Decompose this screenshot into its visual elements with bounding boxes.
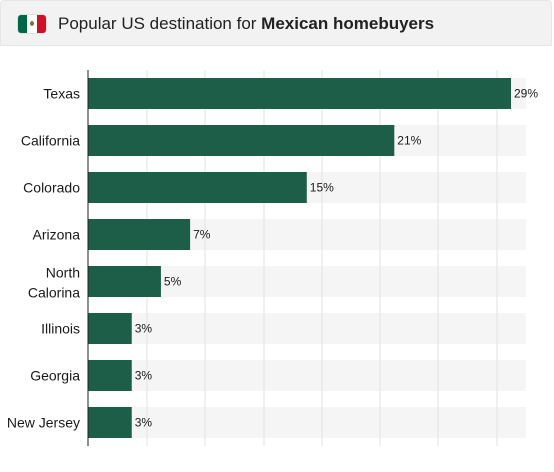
category-label-1: California (21, 133, 80, 149)
chart-title-bold: Mexican homebuyers (261, 14, 435, 33)
bar-track-5 (88, 313, 526, 344)
value-label-4: 5% (164, 275, 182, 289)
category-label-2: Colorado (23, 180, 80, 196)
category-label-5: Illinois (41, 321, 80, 337)
bar-4 (88, 266, 161, 297)
bar-track-6 (88, 360, 526, 391)
bar-2 (88, 172, 307, 203)
bar-6 (88, 360, 132, 391)
bar-chart: 29% Texas 21% California 15% Colorado 7% Arizon… (7, 70, 538, 446)
bar-track-4 (88, 266, 526, 297)
chart-title-prefix: Popular US destination for (58, 14, 262, 33)
bar-7 (88, 407, 132, 438)
value-label-6: 3% (135, 369, 153, 383)
bar-3 (88, 219, 191, 250)
category-label-0: Texas (43, 86, 80, 102)
category-label-3: Arizona (33, 227, 81, 243)
category-label-6: Georgia (30, 368, 80, 384)
chart-title: Popular US destination for Mexican homeb… (58, 14, 434, 34)
value-label-7: 3% (135, 416, 153, 430)
chart-header: Popular US destination for Mexican homeb… (0, 0, 552, 46)
value-label-2: 15% (310, 181, 334, 195)
bar-0 (88, 78, 511, 109)
category-label-4-line2: Calorina (28, 285, 80, 301)
value-label-3: 7% (193, 228, 211, 242)
category-label-4-line1: North (46, 265, 80, 281)
value-label-5: 3% (135, 322, 153, 336)
bar-5 (88, 313, 132, 344)
bar-1 (88, 125, 395, 156)
category-label-7: New Jersey (7, 415, 80, 431)
value-label-1: 21% (397, 134, 421, 148)
bar-track-7 (88, 407, 526, 438)
mexico-flag-icon (18, 15, 46, 33)
value-label-0: 29% (514, 87, 538, 101)
